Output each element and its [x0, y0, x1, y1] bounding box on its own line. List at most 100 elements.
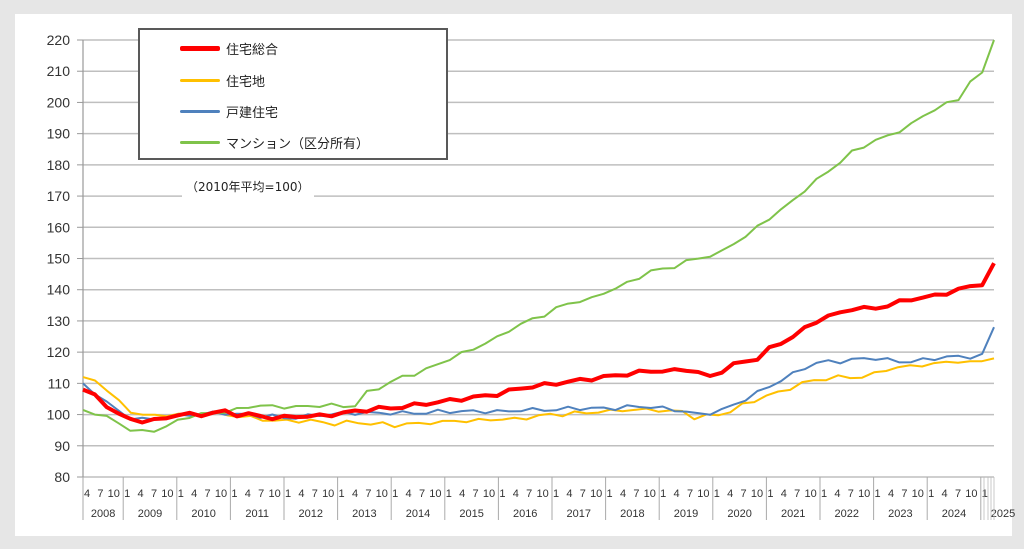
x-month-tick: 1: [178, 488, 184, 500]
x-year-label: 2021: [781, 508, 805, 520]
y-tick-label: 190: [47, 126, 71, 142]
legend-swatch-green: [180, 140, 220, 144]
x-month-tick: 4: [781, 488, 787, 500]
x-year-label: 2023: [888, 508, 912, 520]
x-month-tick: 1: [928, 488, 934, 500]
y-tick-label: 130: [47, 313, 71, 329]
x-month-tick: 7: [312, 488, 318, 500]
x-month-tick: 10: [536, 488, 548, 500]
series-line: [82, 262, 996, 425]
x-month-tick: 4: [406, 488, 412, 500]
legend-item-total: 住宅総合: [180, 38, 278, 58]
x-month-tick: 4: [138, 488, 144, 500]
x-year-label: 2017: [567, 508, 591, 520]
x-month-tick: 10: [108, 488, 120, 500]
x-year-label: 2020: [727, 508, 751, 520]
x-month-tick: 10: [965, 488, 977, 500]
y-tick-label: 220: [47, 32, 71, 48]
x-month-tick: 7: [687, 488, 693, 500]
y-tick-label: 120: [47, 344, 71, 360]
y-tick-label: 80: [54, 469, 70, 485]
x-month-tick: 1: [124, 488, 130, 500]
x-month-tick: 4: [84, 488, 90, 500]
x-month-tick: 7: [205, 488, 211, 500]
x-month-tick: 1: [553, 488, 559, 500]
x-month-tick: 1: [285, 488, 291, 500]
x-month-tick: 4: [245, 488, 251, 500]
x-month-tick: 1: [767, 488, 773, 500]
x-month-tick: 4: [459, 488, 465, 500]
x-month-tick: 7: [741, 488, 747, 500]
x-year-label: 2025: [991, 508, 1015, 520]
x-year-label: 2009: [138, 508, 162, 520]
legend: 住宅総合 住宅地 戸建住宅 マンション（区分所有）: [138, 28, 448, 160]
y-tick-label: 110: [48, 375, 71, 391]
x-month-tick: 4: [513, 488, 519, 500]
x-month-tick: 1: [499, 488, 505, 500]
x-month-tick: 7: [473, 488, 479, 500]
legend-item-land: 住宅地: [180, 70, 265, 90]
x-month-tick: 4: [888, 488, 894, 500]
x-year-label: 2008: [91, 508, 115, 520]
x-month-tick: 1: [982, 488, 988, 500]
y-tick-label: 170: [47, 188, 71, 204]
x-month-tick: 7: [848, 488, 854, 500]
x-month-tick: 4: [352, 488, 358, 500]
x-month-tick: 1: [231, 488, 237, 500]
x-month-tick: 1: [446, 488, 452, 500]
x-year-label: 2012: [299, 508, 323, 520]
y-tick-label: 180: [47, 157, 71, 173]
x-month-tick: 4: [298, 488, 304, 500]
x-month-tick: 4: [566, 488, 572, 500]
legend-label: 戸建住宅: [226, 105, 279, 121]
series-line: [82, 357, 995, 429]
legend-swatch-blue: [180, 109, 220, 113]
x-month-tick: 10: [215, 488, 227, 500]
x-month-tick: 10: [483, 488, 495, 500]
x-month-tick: 4: [834, 488, 840, 500]
x-month-tick: 4: [620, 488, 626, 500]
x-month-tick: 1: [821, 488, 827, 500]
x-month-tick: 7: [526, 488, 532, 500]
x-month-tick: 7: [258, 488, 264, 500]
y-tick-label: 100: [47, 407, 71, 423]
base-note: （2010年平均=100）: [182, 176, 314, 197]
legend-label: 住宅総合: [226, 42, 279, 58]
x-month-tick: 10: [322, 488, 334, 500]
x-month-tick: 10: [268, 488, 280, 500]
x-year-label: 2016: [513, 508, 537, 520]
x-month-tick: 10: [644, 488, 656, 500]
x-month-tick: 7: [633, 488, 639, 500]
x-year-label: 2013: [352, 508, 376, 520]
x-month-tick: 7: [901, 488, 907, 500]
x-year-label: 2022: [835, 508, 859, 520]
x-month-tick: 7: [955, 488, 961, 500]
x-month-tick: 10: [161, 488, 173, 500]
x-month-tick: 7: [365, 488, 371, 500]
x-year-label: 2010: [191, 508, 215, 520]
x-month-tick: 1: [660, 488, 666, 500]
x-month-tick: 1: [607, 488, 613, 500]
y-tick-label: 150: [47, 251, 71, 267]
x-month-tick: 10: [590, 488, 602, 500]
x-month-tick: 4: [727, 488, 733, 500]
x-month-tick: 1: [339, 488, 345, 500]
x-month-tick: 7: [580, 488, 586, 500]
x-year-label: 2011: [245, 508, 269, 520]
x-year-label: 2014: [406, 508, 430, 520]
series-line: [82, 326, 995, 421]
legend-swatch-yellow: [180, 78, 220, 82]
x-month-tick: 10: [429, 488, 441, 500]
legend-label: 住宅地: [226, 74, 266, 90]
legend-label: マンション（区分所有）: [226, 136, 370, 152]
y-tick-label: 90: [54, 438, 70, 454]
x-month-tick: 4: [674, 488, 680, 500]
x-year-label: 2015: [459, 508, 483, 520]
y-tick-label: 200: [47, 94, 71, 110]
legend-item-house: 戸建住宅: [180, 101, 278, 121]
legend-swatch-red: [180, 45, 220, 51]
y-tick-label: 210: [47, 63, 71, 79]
x-month-tick: 7: [151, 488, 157, 500]
x-month-tick: 10: [858, 488, 870, 500]
